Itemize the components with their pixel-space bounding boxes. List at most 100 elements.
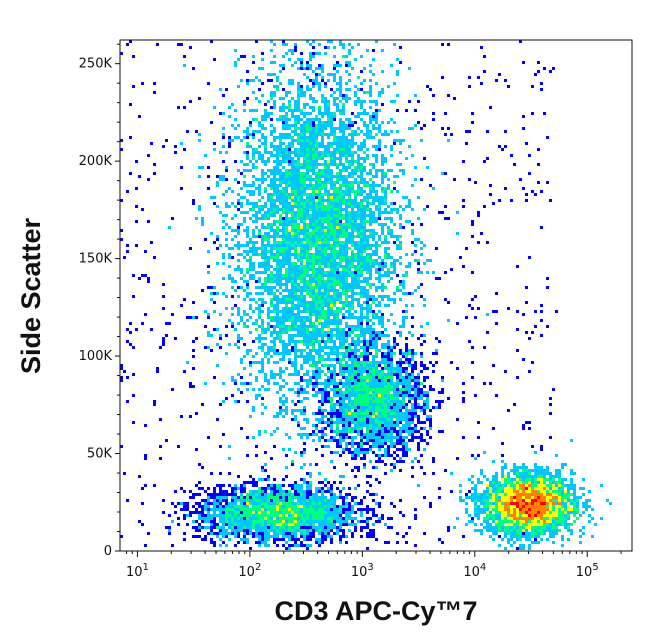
event-dot bbox=[321, 67, 324, 70]
event-dot bbox=[375, 259, 378, 262]
event-dot bbox=[402, 376, 405, 379]
event-dot bbox=[129, 136, 132, 139]
event-dot bbox=[378, 382, 381, 385]
event-dot bbox=[276, 259, 279, 262]
event-dot bbox=[330, 187, 333, 190]
event-dot bbox=[288, 91, 291, 94]
event-dot bbox=[333, 301, 336, 304]
event-dot bbox=[345, 166, 348, 169]
event-dot bbox=[414, 382, 417, 385]
event-dot bbox=[375, 100, 378, 103]
event-dot bbox=[309, 349, 312, 352]
event-dot bbox=[342, 331, 345, 334]
event-dot bbox=[318, 346, 321, 349]
event-dot bbox=[309, 256, 312, 259]
event-dot bbox=[357, 166, 360, 169]
event-dot bbox=[240, 211, 243, 214]
event-dot bbox=[378, 322, 381, 325]
event-dot bbox=[336, 148, 339, 151]
event-dot bbox=[381, 346, 384, 349]
event-dot bbox=[321, 214, 324, 217]
event-dot bbox=[294, 364, 297, 367]
event-dot bbox=[324, 235, 327, 238]
event-dot bbox=[369, 91, 372, 94]
event-dot bbox=[363, 436, 366, 439]
event-dot bbox=[318, 124, 321, 127]
event-dot bbox=[381, 49, 384, 52]
event-dot bbox=[279, 199, 282, 202]
event-dot bbox=[417, 406, 420, 409]
event-dot bbox=[279, 274, 282, 277]
event-dot bbox=[345, 391, 348, 394]
event-dot bbox=[477, 211, 480, 214]
event-dot bbox=[372, 397, 375, 400]
event-dot bbox=[369, 388, 372, 391]
event-dot bbox=[255, 280, 258, 283]
event-dot bbox=[300, 391, 303, 394]
event-dot bbox=[240, 223, 243, 226]
event-dot bbox=[411, 358, 414, 361]
event-dot bbox=[255, 202, 258, 205]
event-dot bbox=[267, 100, 270, 103]
event-dot bbox=[354, 316, 357, 319]
event-dot bbox=[381, 286, 384, 289]
event-dot bbox=[378, 196, 381, 199]
event-dot bbox=[333, 238, 336, 241]
event-dot bbox=[252, 310, 255, 313]
event-dot bbox=[369, 259, 372, 262]
event-dot bbox=[369, 376, 372, 379]
event-dot bbox=[327, 310, 330, 313]
event-dot bbox=[360, 316, 363, 319]
event-dot bbox=[342, 364, 345, 367]
event-dot bbox=[264, 430, 267, 433]
event-dot bbox=[327, 106, 330, 109]
event-dot bbox=[312, 313, 315, 316]
event-dot bbox=[363, 196, 366, 199]
event-dot bbox=[375, 262, 378, 265]
event-dot bbox=[264, 211, 267, 214]
event-dot bbox=[357, 154, 360, 157]
event-dot bbox=[294, 232, 297, 235]
event-dot bbox=[240, 253, 243, 256]
event-dot bbox=[300, 139, 303, 142]
event-dot bbox=[351, 142, 354, 145]
event-dot bbox=[477, 214, 480, 217]
event-dot bbox=[342, 286, 345, 289]
event-dot bbox=[393, 430, 396, 433]
event-dot bbox=[336, 292, 339, 295]
event-dot bbox=[264, 328, 267, 331]
event-dot bbox=[351, 382, 354, 385]
event-dot bbox=[291, 196, 294, 199]
event-dot bbox=[234, 280, 237, 283]
event-dot bbox=[387, 121, 390, 124]
event-dot bbox=[411, 370, 414, 373]
event-dot bbox=[261, 256, 264, 259]
event-dot bbox=[372, 187, 375, 190]
event-dot bbox=[360, 256, 363, 259]
event-dot bbox=[357, 163, 360, 166]
event-dot bbox=[339, 346, 342, 349]
event-dot bbox=[270, 196, 273, 199]
event-dot bbox=[297, 142, 300, 145]
event-dot bbox=[360, 55, 363, 58]
event-dot bbox=[321, 268, 324, 271]
event-dot bbox=[387, 370, 390, 373]
event-dot bbox=[348, 358, 351, 361]
event-dot bbox=[225, 205, 228, 208]
event-dot bbox=[324, 220, 327, 223]
event-dot bbox=[219, 112, 222, 115]
event-dot bbox=[375, 418, 378, 421]
event-dot bbox=[321, 205, 324, 208]
event-dot bbox=[192, 355, 195, 358]
event-dot bbox=[351, 358, 354, 361]
event-dot bbox=[291, 340, 294, 343]
event-dot bbox=[132, 346, 135, 349]
event-dot bbox=[366, 289, 369, 292]
event-dot bbox=[345, 244, 348, 247]
event-dot bbox=[357, 364, 360, 367]
event-dot bbox=[357, 340, 360, 343]
event-dot bbox=[303, 256, 306, 259]
event-dot bbox=[297, 298, 300, 301]
event-dot bbox=[405, 352, 408, 355]
event-dot bbox=[408, 358, 411, 361]
